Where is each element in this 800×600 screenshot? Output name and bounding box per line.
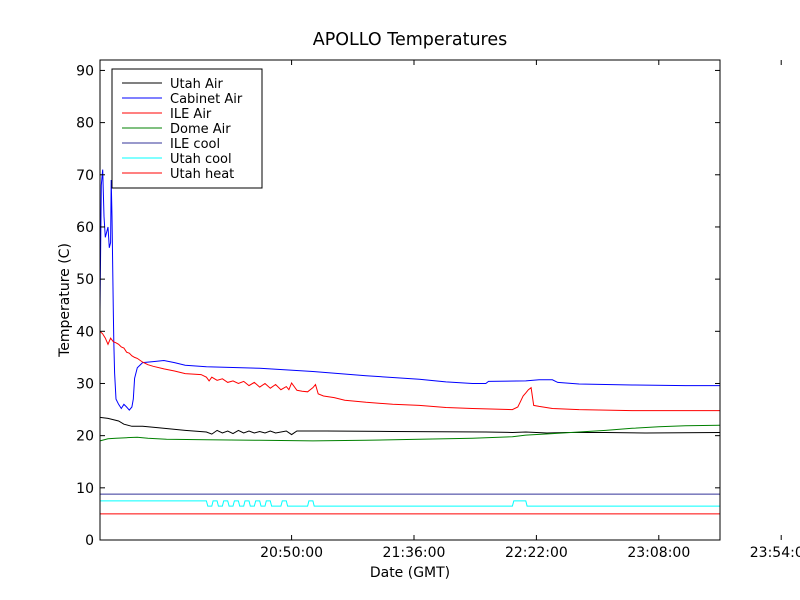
plot-frame	[99, 59, 721, 541]
y-axis-label: Temperature (C)	[57, 243, 73, 358]
x-tick-label: 21:36:00	[383, 545, 446, 561]
x-tick-label: 20:50:00	[260, 545, 323, 561]
y-tick-label: 50	[76, 272, 94, 288]
chart-title: APOLLO Temperatures	[313, 30, 507, 50]
legend-label-utah-air: Utah Air	[170, 77, 223, 92]
y-tick-label: 70	[76, 168, 94, 184]
legend-label-dome-air: Dome Air	[170, 122, 231, 137]
series-line-ile-air	[99, 330, 720, 412]
y-tick-label: 0	[85, 533, 94, 549]
y-tick-label: 80	[76, 116, 94, 132]
x-axis-label: Date (GMT)	[370, 565, 450, 581]
axis-ticks: 0 10 20 30 40 50 60 70 80 90 20:50:00 21:36:00 22:22…	[76, 60, 800, 561]
y-tick-label: 90	[76, 63, 94, 79]
y-tick-label: 60	[76, 220, 94, 236]
series-line-utah-air	[99, 416, 721, 436]
series-line-dome-air	[99, 424, 721, 442]
y-tick-label: 10	[76, 481, 94, 497]
legend-label-utah-cool: Utah cool	[170, 152, 232, 167]
legend-label-utah-heat: Utah heat	[170, 167, 234, 182]
x-tick-label: 23:08:00	[627, 545, 690, 561]
series-line-cabinet-air	[99, 169, 720, 411]
x-tick-label: 22:22:00	[505, 545, 568, 561]
legend-label-ile-cool: ILE cool	[170, 137, 220, 152]
y-tick-label: 30	[76, 376, 94, 392]
series-line-utah-cool	[100, 500, 720, 507]
y-tick-label: 40	[76, 324, 94, 340]
y-tick-label: 20	[76, 429, 94, 445]
plot-area	[99, 169, 721, 515]
legend-label-ile-air: ILE Air	[170, 107, 212, 122]
x-tick-label: 23:54:00	[750, 545, 800, 561]
legend-label-cabinet-air: Cabinet Air	[170, 92, 243, 107]
